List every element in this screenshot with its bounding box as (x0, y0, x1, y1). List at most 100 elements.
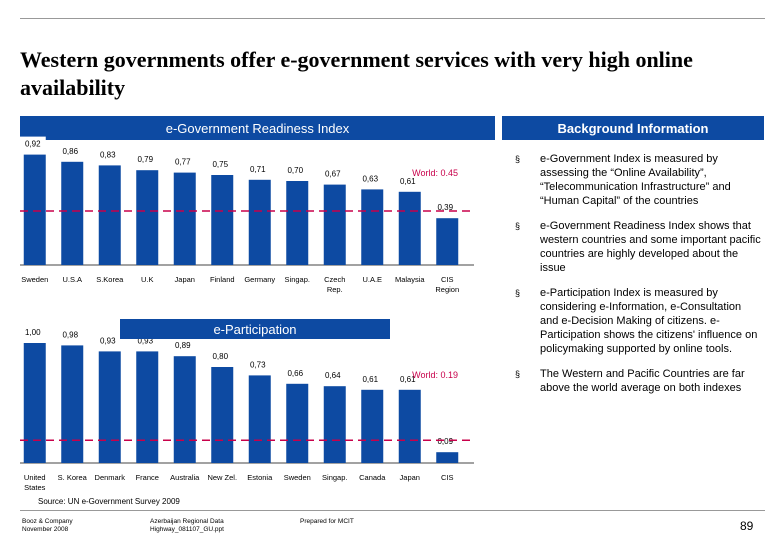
egov-bar (61, 161, 84, 265)
epart-bar (361, 389, 384, 463)
epart-bar (398, 389, 421, 463)
egov-value-label: 0,63 (362, 174, 378, 183)
epart-value-label-box (19, 325, 46, 338)
epart-value-label-box (319, 368, 346, 382)
egov-value-label: 0,79 (137, 155, 153, 164)
epart-category-label: Canada (359, 473, 386, 482)
epart-category-label: United (24, 473, 46, 482)
egov-category-label: CIS (441, 275, 454, 284)
epart-category-label: States (24, 483, 46, 492)
epart-bar (98, 351, 121, 463)
egov-value-label-box (132, 152, 159, 166)
egov-value-label-box (19, 136, 46, 150)
egov-value-label-box (282, 163, 309, 176)
epart-bar (23, 343, 46, 463)
epart-value-label: 0,93 (137, 336, 153, 345)
egov-value-label: 0,86 (62, 147, 78, 156)
epart-bar (286, 383, 309, 463)
epart-bar (136, 351, 159, 463)
epart-value-label-box (207, 349, 234, 362)
footer-file: Azerbaijan Regional Data Highway_081107_… (150, 518, 224, 533)
egov-category-label: Japan (175, 275, 195, 284)
epart-category-label: CIS (441, 473, 454, 482)
egov-value-label: 0,39 (437, 203, 453, 212)
epart-bar (61, 345, 84, 463)
egov-value-label: 0,61 (400, 177, 416, 186)
epart-value-label: 0,89 (175, 341, 191, 350)
background-point: § e-Government Readiness Index shows that… (515, 220, 761, 274)
epart-bar (211, 367, 234, 463)
egov-bar (286, 181, 309, 265)
egov-bar (398, 191, 421, 265)
bullet-icon: § (515, 154, 521, 164)
epart-value-label-box (244, 357, 271, 371)
egov-chart-header: e-Government Readiness Index (20, 116, 495, 140)
egov-category-label: Malaysia (395, 275, 425, 284)
egov-value-label-box (169, 154, 196, 168)
epart-value-label-box (94, 333, 121, 347)
epart-category-label: Singap. (322, 473, 347, 482)
epart-category-label: Denmark (95, 473, 126, 482)
epart-value-label-box (357, 371, 384, 385)
egov-value-label: 0,75 (212, 160, 228, 169)
egov-bar (136, 170, 159, 265)
egov-value-label: 0,77 (175, 158, 191, 167)
epart-bar (323, 386, 346, 463)
epart-bar (173, 356, 196, 463)
epart-value-label: 1,00 (25, 328, 41, 337)
egov-category-label: Sweden (21, 275, 48, 284)
epart-value-label: 0,80 (212, 352, 228, 361)
egov-value-label-box (207, 157, 234, 170)
epart-category-label: Japan (400, 473, 420, 482)
epart-value-label: 0,64 (325, 371, 341, 380)
egov-value-label: 0,71 (250, 165, 266, 174)
egov-category-label: U.A.E (362, 275, 382, 284)
egov-value-label-box (394, 173, 421, 187)
epart-bar (248, 375, 271, 463)
egov-value-label-box (432, 200, 459, 214)
footer-company: Booz & Company November 2008 (22, 518, 73, 533)
egov-category-label: U.S.A (62, 275, 82, 284)
epart-value-label: 0,61 (400, 375, 416, 384)
background-header: Background Information (502, 116, 764, 140)
footer-rule (20, 510, 765, 511)
egov-value-label-box (57, 143, 84, 157)
egov-value-label-box (357, 171, 384, 185)
egov-bar (98, 165, 121, 265)
background-point: § The Western and Pacific Countries are f… (515, 368, 745, 394)
egov-value-label: 0,67 (325, 170, 341, 179)
epart-value-label: 0,66 (287, 369, 303, 378)
bullet-icon: § (515, 369, 521, 379)
egov-value-label-box (319, 166, 346, 180)
epart-value-label: 0,98 (62, 330, 78, 339)
bullet-icon: § (515, 288, 521, 298)
epart-category-label: Sweden (284, 473, 311, 482)
egov-category-label: Region (435, 285, 459, 294)
egov-category-label: Finland (210, 275, 235, 284)
egov-value-label: 0,70 (287, 166, 303, 175)
epart-value-label-box (57, 327, 84, 341)
source-note: Source: UN e-Government Survey 2009 (38, 497, 180, 506)
egov-category-label: Singap. (285, 275, 310, 284)
epart-value-label: 0,61 (362, 375, 378, 384)
epart-value-label-box (432, 434, 459, 448)
epart-reference-label: World: 0.19 (412, 370, 458, 380)
egov-value-label-box (244, 161, 271, 175)
egov-value-label: 0,83 (100, 150, 116, 159)
egov-value-label-box (94, 147, 121, 161)
footer-prepared: Prepared for MCIT (300, 518, 354, 525)
background-point: § e-Government Index is measured by asses… (515, 153, 731, 207)
egov-category-label: S.Korea (96, 275, 124, 284)
egov-category-label: Rep. (327, 285, 343, 294)
epart-value-label: 0,73 (250, 360, 266, 369)
epart-bar (436, 452, 459, 463)
bullet-icon: § (515, 221, 521, 231)
epart-value-label: 0,93 (100, 336, 116, 345)
egov-reference-label: World: 0.45 (412, 168, 458, 178)
epart-category-label: S. Korea (58, 473, 88, 482)
egov-bar (323, 184, 346, 265)
egov-category-label: Germany (244, 275, 275, 284)
egov-category-label: Czech (324, 275, 345, 284)
egov-bar (211, 175, 234, 265)
